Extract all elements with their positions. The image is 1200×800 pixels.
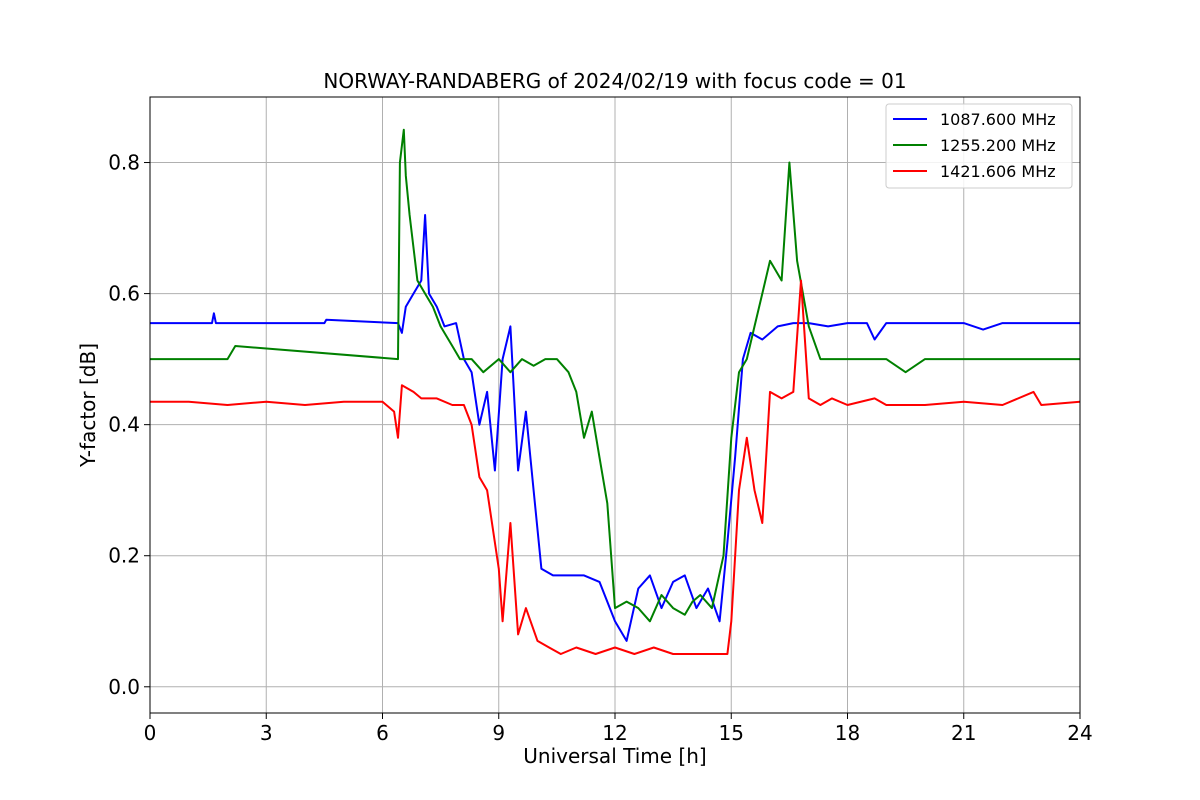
x-tick-label: 12 [602,721,627,745]
x-tick-label: 0 [144,721,157,745]
legend: 1087.600 MHz 1255.200 MHz 1421.606 MHz [885,103,1073,189]
y-tick-label: 0.2 [108,544,140,568]
series-layer [150,128,1080,655]
x-tick-label: 9 [492,721,505,745]
x-tick-label: 18 [835,721,860,745]
x-axis-label: Universal Time [h] [523,744,706,768]
legend-box [885,103,1073,189]
x-tick-label: 24 [1067,721,1092,745]
y-tick-label: 0.8 [108,151,140,175]
x-tick-label: 15 [719,721,744,745]
x-tick-label: 6 [376,721,389,745]
y-axis-ticks: 0.0 0.2 0.4 0.6 0.8 [108,151,150,699]
y-tick-label: 0.0 [108,675,140,699]
series-line-0 [150,214,1080,642]
legend-label-0: 1087.600 MHz [940,110,1056,129]
x-axis-ticks: 0 3 6 9 12 15 18 21 24 [144,713,1093,745]
y-axis-label: Y-factor [dB] [76,343,100,468]
series-line-2 [150,279,1080,655]
y-tick-label: 0.4 [108,413,140,437]
legend-label-1: 1255.200 MHz [940,136,1056,155]
x-tick-label: 21 [951,721,976,745]
x-tick-label: 3 [260,721,273,745]
y-tick-label: 0.6 [108,282,140,306]
series-line-1 [150,128,1080,623]
series-lines [150,128,1080,655]
chart-title: NORWAY-RANDABERG of 2024/02/19 with focu… [323,69,906,93]
legend-label-2: 1421.606 MHz [940,162,1056,181]
